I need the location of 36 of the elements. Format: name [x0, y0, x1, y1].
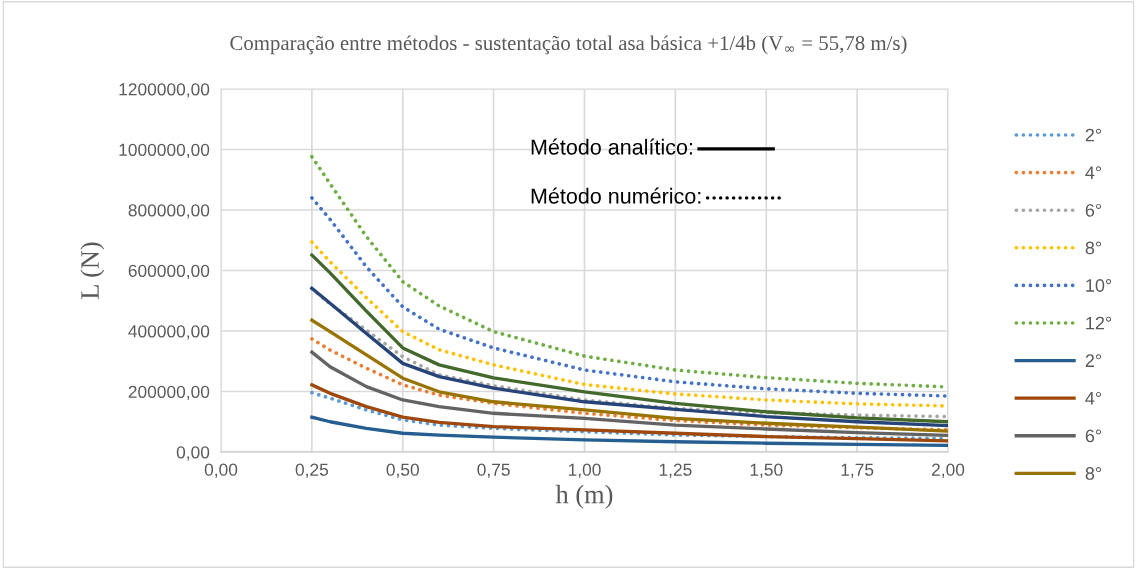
chart-title: Comparação entre métodos - sustentação total asa básica +1/4b (V$_{∞}$ = 55,78 m/s): [230, 35, 907, 55]
x-tick-label: 1,75: [841, 463, 874, 478]
x-axis-title: h (m): [555, 484, 613, 509]
y-tick-label: 1000000,00: [119, 143, 210, 159]
legend-label: 8°: [1085, 241, 1102, 255]
legend-label: 6°: [1085, 429, 1102, 443]
x-tick-label: 0,00: [204, 463, 238, 478]
x-tick-label: 0,50: [386, 463, 419, 478]
x-tick-label: 1,25: [659, 463, 692, 478]
y-tick-label: 800000,00: [128, 204, 210, 219]
legend-label: 12°: [1086, 316, 1112, 330]
line-series: [310, 318, 948, 433]
line-series: [310, 337, 948, 432]
legend-label: 2°: [1085, 128, 1102, 142]
y-axis-title: L (N): [80, 242, 105, 299]
legend-label: 4°: [1085, 166, 1102, 179]
y-tick-label: 200000,00: [128, 385, 210, 401]
legend-label: 2°: [1085, 354, 1102, 367]
legend-label: 10°: [1086, 279, 1112, 292]
x-tick-label: 1,50: [750, 463, 783, 478]
legend-label: 4°: [1085, 391, 1102, 405]
y-tick-label: 0,00: [176, 446, 210, 461]
y-tick-label: 600000,00: [128, 264, 210, 280]
legend-label: 8°: [1085, 467, 1102, 480]
annotation: Método analítico:: [531, 138, 692, 155]
y-tick-label: 400000,00: [128, 325, 210, 340]
line-series: [310, 350, 948, 438]
line-series: [310, 415, 948, 448]
annotation: Método numérico:: [531, 187, 701, 204]
x-tick-label: 0,75: [477, 463, 510, 478]
line-series: [310, 253, 948, 424]
y-tick-label: 1200000,00: [119, 83, 210, 98]
x-tick-label: 1,00: [568, 463, 601, 478]
x-tick-label: 0,25: [295, 463, 329, 478]
x-tick-label: 2,00: [931, 463, 965, 478]
legend-label: 6°: [1085, 203, 1102, 217]
